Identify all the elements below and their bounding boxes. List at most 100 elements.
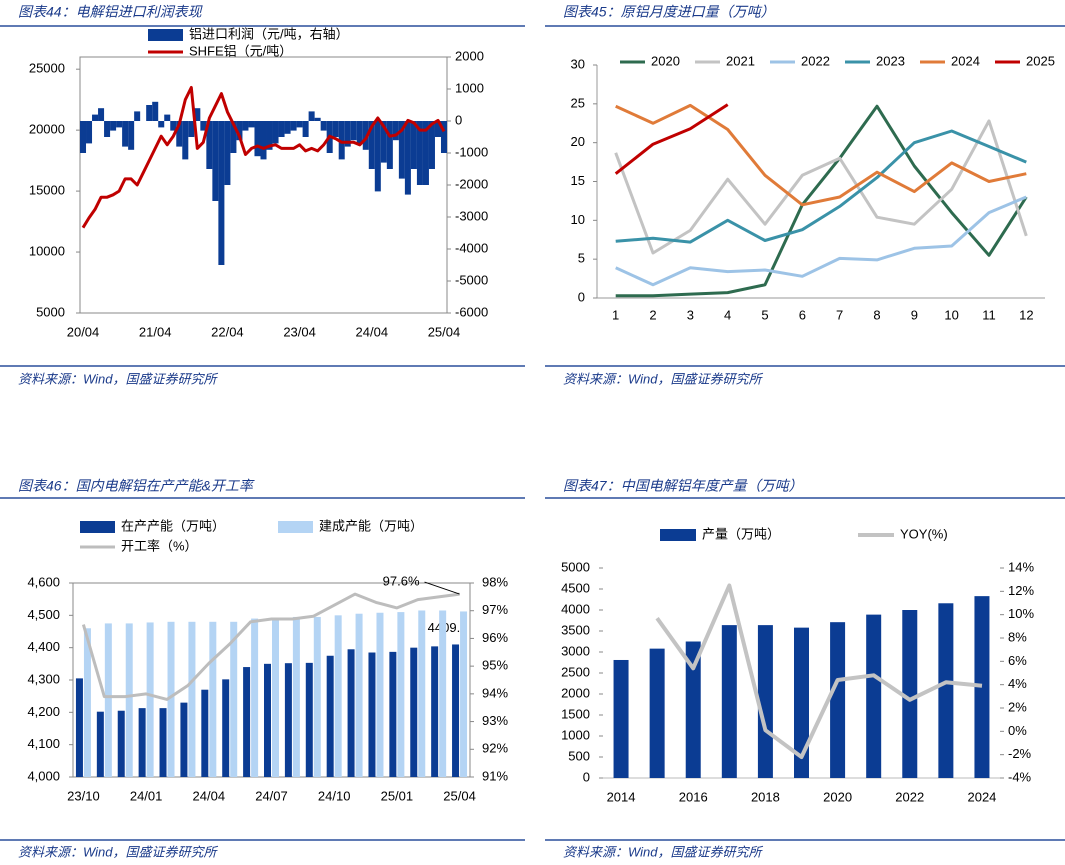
bar xyxy=(332,121,339,137)
x-tick-label: 2016 xyxy=(679,789,708,804)
x-tick-label: 20/04 xyxy=(67,324,100,339)
bar xyxy=(266,121,273,150)
y-tick-label: 30 xyxy=(571,56,585,71)
bar xyxy=(320,121,327,131)
bar xyxy=(180,702,188,777)
legend-label: 2025 xyxy=(1026,53,1055,68)
x-tick-label: 6 xyxy=(799,307,806,322)
bar xyxy=(79,121,87,153)
bar xyxy=(938,603,954,778)
panel-title: 图表47：中国电解铝年度产量（万吨） xyxy=(563,478,803,494)
label-leader xyxy=(424,581,460,595)
bar xyxy=(721,625,737,778)
y-tick-label: 5000 xyxy=(561,559,590,574)
bar xyxy=(392,121,399,141)
y-tick-label: 98% xyxy=(482,574,508,589)
source-note: 资料来源：Wind，国盛证券研究所 xyxy=(18,371,219,386)
bar xyxy=(452,644,460,777)
bar xyxy=(296,121,303,128)
legend-label: 开工率（%） xyxy=(121,538,198,553)
bar xyxy=(830,622,846,778)
line-series xyxy=(615,103,1027,207)
x-tick-label: 22/04 xyxy=(211,324,244,339)
y-tick-label: 1000 xyxy=(561,727,590,742)
bar xyxy=(272,121,279,144)
x-tick-label: 24/04 xyxy=(193,788,226,803)
bar xyxy=(308,111,315,121)
bar xyxy=(86,121,93,144)
line-series xyxy=(81,86,446,229)
y-tick-label: -3000 xyxy=(455,208,488,223)
bar xyxy=(428,121,435,169)
x-tick-label: 1 xyxy=(612,307,619,322)
x-tick-label: 12 xyxy=(1019,307,1033,322)
bar xyxy=(355,613,363,777)
y-tick-label: 4000 xyxy=(561,601,590,616)
bar xyxy=(685,641,701,778)
bar xyxy=(164,114,171,121)
bar xyxy=(128,121,135,150)
x-tick-label: 24/10 xyxy=(318,788,351,803)
x-tick-label: 9 xyxy=(911,307,918,322)
bar xyxy=(613,659,629,778)
y-tick-label: 10000 xyxy=(29,243,65,258)
y-tick-label: 0 xyxy=(455,112,462,127)
bar xyxy=(104,623,112,777)
bar xyxy=(305,662,313,777)
bar xyxy=(110,121,117,131)
y-tick-label: 8% xyxy=(1008,629,1027,644)
y-tick-label: 91% xyxy=(482,768,508,783)
y-tick-label: 4,100 xyxy=(27,736,60,751)
bar xyxy=(170,121,177,131)
y-tick-label: 4,300 xyxy=(27,671,60,686)
y-tick-label: 2% xyxy=(1008,699,1027,714)
bar xyxy=(434,121,441,137)
panel-title: 图表46：国内电解铝在产产能&开工率 xyxy=(18,478,255,494)
y-tick-label: 10 xyxy=(571,212,585,227)
bar xyxy=(794,627,809,778)
y-tick-label: -6000 xyxy=(455,304,488,319)
bar xyxy=(251,618,259,777)
bar xyxy=(649,648,665,778)
bar xyxy=(338,121,345,160)
bar xyxy=(222,679,230,777)
line-series xyxy=(614,119,1028,255)
y-tick-label: 0% xyxy=(1008,723,1027,738)
y-tick-label: 97% xyxy=(482,602,508,617)
line-series xyxy=(615,195,1027,287)
bar xyxy=(374,121,381,192)
x-tick-label: 2024 xyxy=(967,789,996,804)
bar xyxy=(344,121,351,147)
bar xyxy=(376,612,384,777)
legend-label: 铝进口利润（元/吨，右轴） xyxy=(189,26,349,41)
bar xyxy=(188,621,196,777)
bar xyxy=(230,621,238,777)
bar xyxy=(243,667,251,777)
y-tick-label: 5000 xyxy=(36,304,65,319)
bar xyxy=(201,689,209,777)
x-tick-label: 24/07 xyxy=(255,788,288,803)
bar xyxy=(410,121,417,169)
y-tick-label: 25 xyxy=(571,95,585,110)
y-tick-label: 4,000 xyxy=(27,768,60,783)
bar xyxy=(188,121,195,137)
y-tick-label: 2000 xyxy=(561,685,590,700)
y-tick-label: 95% xyxy=(482,658,508,673)
legend-label: 2020 xyxy=(651,53,680,68)
bar xyxy=(206,121,213,169)
x-tick-label: 8 xyxy=(873,307,880,322)
bar xyxy=(416,121,423,185)
bar xyxy=(368,652,376,777)
y-tick-label: -5000 xyxy=(455,272,488,287)
bar xyxy=(440,121,448,153)
plot-frame xyxy=(79,56,448,314)
source-note: 资料来源：Wind，国盛证券研究所 xyxy=(563,844,764,859)
bar xyxy=(404,121,411,195)
y-tick-label: 3000 xyxy=(561,643,590,658)
bar xyxy=(974,596,990,778)
line-series xyxy=(615,104,1028,298)
bar xyxy=(248,121,255,128)
data-label: 97.6% xyxy=(383,574,420,589)
bar xyxy=(176,121,183,147)
